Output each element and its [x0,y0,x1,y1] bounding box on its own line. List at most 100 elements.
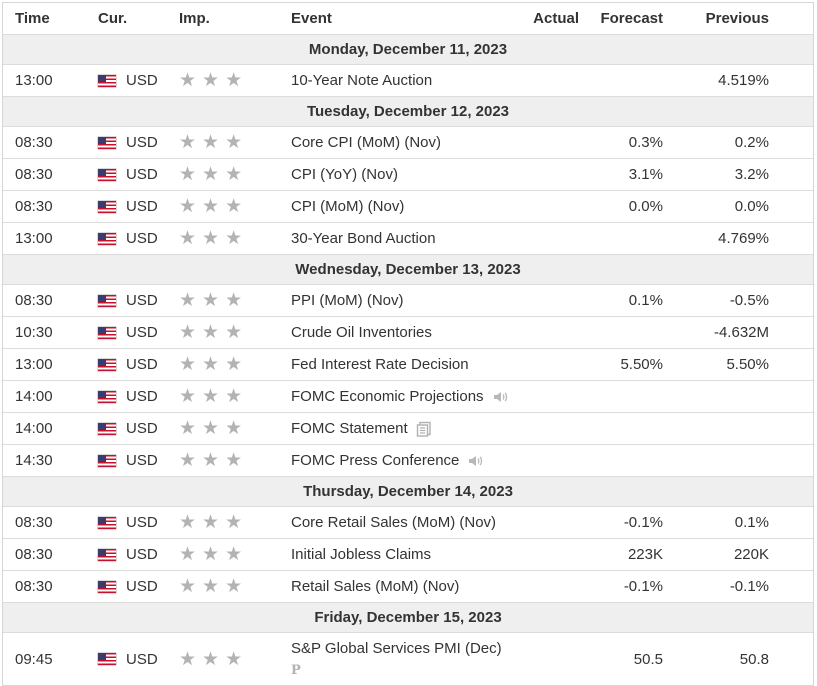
event-forecast: 3.1% [628,166,663,183]
us-flag-icon [98,454,116,467]
star-icon: ★ [202,164,220,185]
us-flag-icon [98,653,116,665]
column-header-currency[interactable]: Cur. [98,10,128,27]
table-row[interactable]: 08:30 USD ★ ★ ★ Retail Sales (MoM) (Nov) -0.1%… [3,571,813,603]
importance-stars: ★ ★ ★ [179,65,248,96]
event-previous: 0.1% [734,514,769,531]
star-icon: ★ [179,164,197,185]
us-flag-icon [98,548,116,561]
importance-stars: ★ ★ ★ [179,381,248,412]
column-header-event[interactable]: Event [291,10,332,27]
table-row[interactable]: 08:30 USD ★ ★ ★ Initial Jobless Claims 223K 220… [3,539,813,571]
preliminary-icon: P [291,663,301,678]
currency-code: USD [126,230,158,247]
event-forecast: 50.5 [633,650,663,668]
event-previous: 4.519% [718,72,769,89]
currency-code: USD [126,166,158,183]
event-cell: Retail Sales (MoM) (Nov) [291,571,459,602]
event-name-link[interactable]: S&P Global Services PMI (Dec) [291,640,502,657]
event-previous: -4.632M [713,324,769,341]
event-cell: Crude Oil Inventories [291,317,432,348]
event-name-link[interactable]: FOMC Press Conference [291,452,460,469]
table-row[interactable]: 08:30 USD ★ ★ ★ Core Retail Sales (MoM) (Nov)… [3,507,813,539]
table-row[interactable]: 13:00 USD ★ ★ ★ Fed Interest Rate Decision 5.5… [3,349,813,381]
table-row[interactable]: 08:30 USD ★ ★ ★ CPI (YoY) (Nov) 3.1% 3.2% [3,159,813,191]
speaker-icon[interactable] [467,454,485,468]
star-icon: ★ [225,132,243,153]
table-row[interactable]: 14:00 USD ★ ★ ★ FOMC Statement [3,413,813,445]
event-name-link[interactable]: CPI (MoM) (Nov) [291,198,405,215]
star-icon: ★ [202,290,220,311]
event-name-link[interactable]: PPI (MoM) (Nov) [291,292,404,309]
event-actual [473,633,579,685]
event-cell: Initial Jobless Claims [291,539,431,570]
event-time: 08:30 [15,514,53,531]
importance-stars: ★ ★ ★ [179,349,248,380]
event-previous: 50.8 [739,650,769,668]
event-actual [473,413,579,444]
event-name-link[interactable]: Fed Interest Rate Decision [291,356,469,373]
event-forecast: -0.1% [623,514,663,531]
event-cell: 10-Year Note Auction [291,65,432,96]
event-forecast: 223K [627,546,663,563]
column-header-forecast[interactable]: Forecast [600,10,663,27]
document-icon[interactable] [416,421,432,437]
event-forecast: -0.1% [623,578,663,595]
table-row[interactable]: 08:30 USD ★ ★ ★ Core CPI (MoM) (Nov) 0.3% 0.2% [3,127,813,159]
event-previous: 3.2% [734,166,769,183]
column-header-actual[interactable]: Actual [533,10,579,27]
date-row: Thursday, December 14, 2023 [3,477,813,507]
calendar-body: Monday, December 11, 2023 13:00 USD ★ ★ ★ 10-Y… [3,35,813,685]
star-icon: ★ [179,576,197,597]
table-row[interactable]: 08:30 USD ★ ★ ★ CPI (MoM) (Nov) 0.0% 0.0% [3,191,813,223]
column-header-time[interactable]: Time [15,10,50,27]
column-header-importance[interactable]: Imp. [179,10,210,27]
event-name-link[interactable]: FOMC Economic Projections [291,388,484,405]
event-name-link[interactable]: Core CPI (MoM) (Nov) [291,134,442,151]
table-row[interactable]: 14:30 USD ★ ★ ★ FOMC Press Conference [3,445,813,477]
importance-stars: ★ ★ ★ [179,223,248,254]
star-icon: ★ [179,354,197,375]
event-name-link[interactable]: Crude Oil Inventories [291,324,432,341]
us-flag-icon [98,74,116,87]
event-name-link[interactable]: CPI (YoY) (Nov) [291,166,398,183]
table-row[interactable]: 10:30 USD ★ ★ ★ Crude Oil Inventories -4.632M [3,317,813,349]
table-row[interactable]: 13:00 USD ★ ★ ★ 10-Year Note Auction 4.519% [3,65,813,97]
star-icon: ★ [225,512,243,533]
event-actual [473,127,579,158]
star-icon: ★ [202,418,220,439]
event-forecast: 0.1% [628,292,663,309]
event-actual [473,285,579,316]
event-time: 08:30 [15,546,53,563]
event-name-link[interactable]: 10-Year Note Auction [291,72,433,89]
event-name-link[interactable]: 30-Year Bond Auction [291,230,436,247]
event-actual [473,65,579,96]
event-cell: S&P Global Services PMI (Dec) P [291,633,502,685]
us-flag-icon [98,200,116,213]
event-time: 10:30 [15,324,53,341]
table-row[interactable]: 09:45 USD ★ ★ ★ S&P Global Services PMI (Dec)… [3,633,813,685]
event-time: 14:00 [15,420,53,437]
star-icon: ★ [202,354,220,375]
event-time: 08:30 [15,198,53,215]
star-icon: ★ [225,322,243,343]
table-row[interactable]: 08:30 USD ★ ★ ★ PPI (MoM) (Nov) 0.1% -0.5% [3,285,813,317]
speaker-icon[interactable] [492,390,510,404]
event-name-link[interactable]: FOMC Statement [291,420,408,437]
importance-stars: ★ ★ ★ [179,317,248,348]
importance-stars: ★ ★ ★ [179,159,248,190]
event-name-link[interactable]: Initial Jobless Claims [291,546,432,563]
star-icon: ★ [202,70,220,91]
column-header-previous[interactable]: Previous [705,10,769,27]
event-name-link[interactable]: Retail Sales (MoM) (Nov) [291,578,460,595]
currency-code: USD [126,546,158,563]
star-icon: ★ [225,164,243,185]
event-actual [473,349,579,380]
star-icon: ★ [225,290,243,311]
table-row[interactable]: 14:00 USD ★ ★ ★ FOMC Economic Projections [3,381,813,413]
table-row[interactable]: 13:00 USD ★ ★ ★ 30-Year Bond Auction 4.769% [3,223,813,255]
event-name-link[interactable]: Core Retail Sales (MoM) (Nov) [291,514,497,531]
star-icon: ★ [179,544,197,565]
event-currency: USD [98,571,158,602]
star-icon: ★ [179,512,197,533]
